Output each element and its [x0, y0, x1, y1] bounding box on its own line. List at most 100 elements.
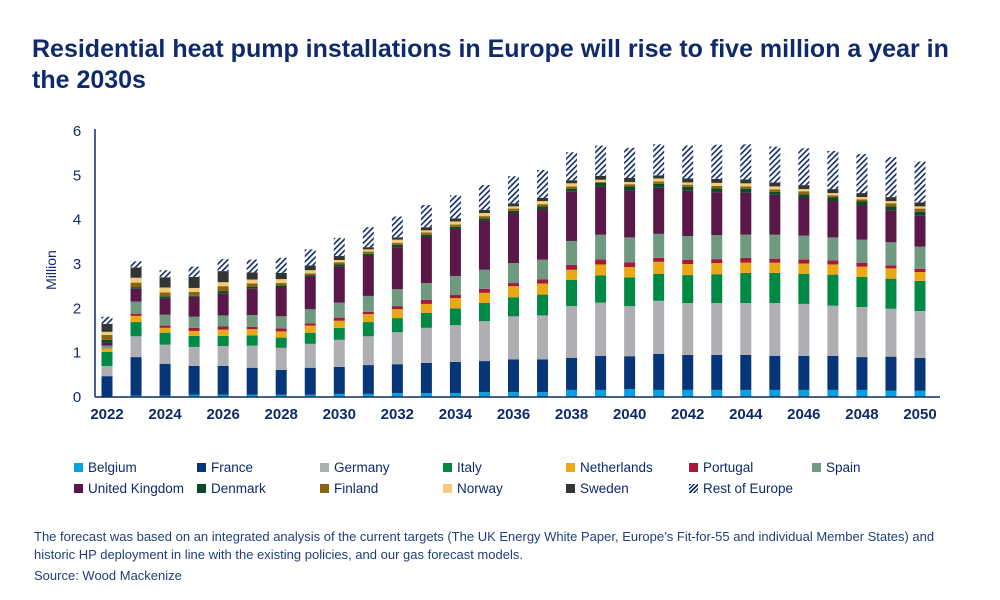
bar-segment-france-2048	[856, 357, 868, 390]
bar-segment-finland-2046	[798, 191, 810, 195]
bar-segment-france-2029	[304, 367, 316, 395]
bar-segment-rest-of-europe-2024	[159, 270, 171, 278]
bar-segment-sweden-2042	[682, 178, 694, 183]
bar-segment-germany-2036	[508, 316, 519, 360]
bar-segment-denmark-2040	[624, 186, 636, 191]
bar-segment-germany-2040	[624, 306, 636, 357]
bar-stack-2036	[508, 176, 519, 397]
bar-segment-norway-2022	[101, 331, 113, 335]
bar-segment-netherlands-2041	[653, 261, 665, 274]
bar-segment-france-2032	[391, 364, 403, 394]
bar-segment-norway-2027	[246, 279, 258, 284]
bar-segment-italy-2038	[566, 279, 578, 307]
bar-segment-belgium-2028	[275, 394, 287, 397]
bar-segment-belgium-2038	[566, 389, 578, 397]
bar-segment-united-kingdom-2022	[101, 342, 113, 346]
x-tick-label: 2044	[729, 406, 763, 423]
bar-segment-netherlands-2037	[537, 283, 549, 295]
legend-swatch	[74, 484, 83, 493]
bar-segment-germany-2026	[217, 346, 229, 366]
legend-label: Norway	[457, 481, 503, 496]
bar-segment-finland-2028	[275, 283, 287, 286]
bar-segment-portugal-2029	[304, 323, 316, 326]
bar-segment-united-kingdom-2033	[420, 236, 432, 284]
bar-segment-italy-2029	[304, 332, 316, 344]
bar-segment-rest-of-europe-2037	[537, 170, 549, 198]
bar-segment-united-kingdom-2037	[537, 209, 549, 260]
bar-segment-rest-of-europe-2044	[740, 144, 752, 180]
bar-stack-2030	[333, 237, 345, 397]
bar-segment-spain-2025	[188, 316, 200, 328]
bar-segment-belgium-2042	[682, 389, 694, 397]
bar-segment-portugal-2024	[159, 325, 171, 328]
legend-label: Rest of Europe	[703, 481, 794, 496]
bar-segment-spain-2029	[304, 309, 316, 324]
bar-segment-finland-2026	[217, 286, 229, 292]
bar-segment-france-2030	[333, 366, 345, 394]
bar-segment-sweden-2024	[159, 277, 171, 288]
bar-segment-rest-of-europe-2025	[188, 266, 200, 277]
bar-segment-portugal-2037	[537, 279, 549, 284]
bar-segment-spain-2040	[624, 237, 636, 263]
bar-segment-france-2049	[885, 356, 897, 391]
bar-segment-portugal-2047	[827, 260, 839, 265]
bar-segment-denmark-2029	[304, 275, 316, 277]
bar-segment-netherlands-2034	[449, 298, 461, 309]
bar-segment-germany-2027	[246, 345, 258, 368]
bar-segment-finland-2037	[537, 204, 549, 207]
bar-segment-norway-2023	[130, 277, 142, 283]
bar-segment-portugal-2033	[420, 299, 432, 304]
y-tick-label: 6	[73, 123, 81, 140]
bar-segment-rest-of-europe-2046	[798, 148, 810, 186]
bar-segment-netherlands-2042	[682, 264, 694, 276]
bar-segment-netherlands-2038	[566, 269, 578, 280]
bar-segment-finland-2043	[711, 185, 723, 189]
legend-item-spain: Spain	[812, 460, 861, 475]
bar-segment-france-2023	[130, 357, 142, 396]
bar-segment-belgium-2035	[478, 392, 490, 397]
legend-swatch	[566, 463, 575, 472]
bar-segment-norway-2036	[508, 206, 519, 209]
legend-swatch	[320, 463, 329, 472]
bar-segment-united-kingdom-2031	[362, 256, 374, 296]
bar-segment-spain-2027	[246, 314, 258, 327]
legend-label: Portugal	[703, 460, 754, 475]
bar-segment-belgium-2049	[885, 390, 897, 397]
bar-segment-belgium-2044	[740, 389, 752, 397]
bar-segment-finland-2027	[246, 283, 258, 287]
bar-segment-sweden-2041	[653, 175, 665, 179]
bar-segment-rest-of-europe-2038	[566, 152, 578, 181]
bar-segment-germany-2048	[856, 307, 868, 358]
bar-segment-netherlands-2032	[391, 309, 403, 319]
bar-segment-norway-2040	[624, 181, 636, 185]
bar-segment-spain-2023	[130, 301, 142, 314]
bar-segment-finland-2040	[624, 184, 636, 187]
bar-segment-sweden-2039	[595, 175, 607, 180]
legend-label: Netherlands	[580, 460, 653, 475]
bar-segment-spain-2038	[566, 240, 578, 265]
bar-segment-norway-2031	[362, 249, 374, 252]
bar-segment-rest-of-europe-2032	[391, 216, 403, 238]
legend-swatch	[566, 484, 575, 493]
bar-segment-sweden-2022	[101, 323, 113, 332]
bar-segment-norway-2024	[159, 287, 171, 293]
bar-segment-portugal-2023	[130, 313, 142, 316]
bar-segment-norway-2038	[566, 183, 578, 187]
bar-segment-spain-2024	[159, 314, 171, 326]
bar-segment-portugal-2034	[449, 295, 461, 299]
bar-segment-france-2031	[362, 365, 374, 394]
bar-segment-belgium-2048	[856, 389, 868, 397]
bar-segment-france-2046	[798, 355, 810, 390]
bar-segment-germany-2028	[275, 347, 287, 370]
bar-segment-germany-2031	[362, 336, 374, 366]
bar-segment-spain-2049	[885, 242, 897, 266]
bar-stack-2047	[827, 150, 839, 397]
bar-segment-germany-2029	[304, 343, 316, 368]
bar-segment-italy-2027	[246, 335, 258, 346]
legend-item-italy: Italy	[443, 460, 482, 475]
legend-swatch	[197, 484, 206, 493]
bar-segment-italy-2044	[740, 272, 752, 304]
bar-segment-denmark-2023	[130, 287, 142, 289]
bar-segment-netherlands-2045	[769, 262, 781, 273]
bar-segment-norway-2048	[856, 197, 868, 200]
